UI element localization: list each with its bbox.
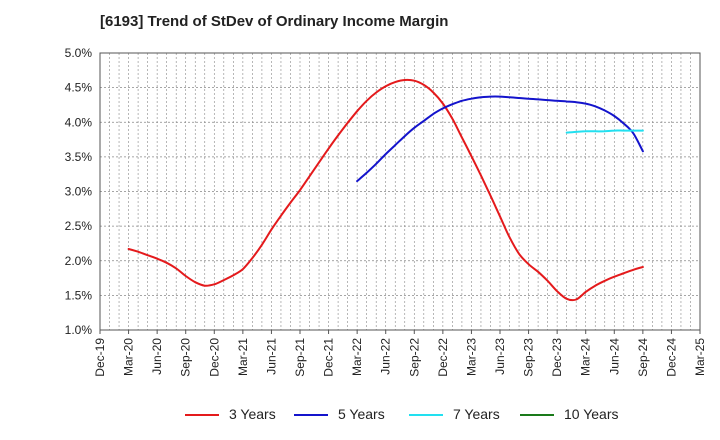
series-line-7-years <box>565 129 644 134</box>
y-tick-label: 1.5% <box>65 288 93 302</box>
x-tick-label: Jun-23 <box>493 338 507 375</box>
x-tick-label: Mar-25 <box>693 338 707 376</box>
y-tick-label: 3.0% <box>65 185 93 199</box>
axes <box>99 52 701 331</box>
x-tick-label: Mar-23 <box>464 338 478 376</box>
x-tick-label: Dec-20 <box>207 338 221 377</box>
y-tick-label: 4.5% <box>65 81 93 95</box>
y-axis-ticks: 1.0% 1.5% 2.0% 2.5% 3.0% 3.5% 4.0% 4.5% 5.0% <box>65 46 93 337</box>
y-tick-label: 4.0% <box>65 115 93 129</box>
x-tick-label: Dec-22 <box>436 338 450 377</box>
x-tick-label: Mar-21 <box>236 338 250 376</box>
legend-label-3-years: 3 Years <box>229 406 276 422</box>
legend-swatch-3-years <box>185 414 219 416</box>
x-tick-label: Sep-23 <box>522 338 536 377</box>
legend-swatch-7-years <box>409 414 443 416</box>
x-tick-label: Mar-20 <box>122 338 136 376</box>
legend-swatch-5-years <box>294 414 328 416</box>
grid-lines <box>99 52 701 331</box>
x-tick-label: Mar-22 <box>350 338 364 376</box>
series-lines <box>127 78 644 302</box>
legend-label-7-years: 7 Years <box>453 406 500 422</box>
chart-legend: 3 Years 5 Years 7 Years 10 Years <box>0 400 720 430</box>
y-tick-label: 5.0% <box>65 46 93 60</box>
line-chart: 1.0% 1.5% 2.0% 2.5% 3.0% 3.5% 4.0% 4.5% 5.0% Dec… <box>65 46 707 377</box>
legend-swatch-10-years <box>520 414 554 416</box>
x-tick-label: Dec-24 <box>664 338 678 377</box>
series-line-3-years <box>127 78 644 302</box>
legend-label-5-years: 5 Years <box>338 406 385 422</box>
x-tick-label: Sep-21 <box>293 338 307 377</box>
x-tick-label: Dec-21 <box>322 338 336 377</box>
x-tick-label: Sep-24 <box>636 338 650 377</box>
y-tick-label: 2.0% <box>65 254 93 268</box>
x-tick-label: Dec-23 <box>550 338 564 377</box>
y-tick-label: 2.5% <box>65 219 93 233</box>
x-tick-label: Mar-24 <box>579 338 593 376</box>
chart-title: [6193] Trend of StDev of Ordinary Income… <box>100 13 449 30</box>
x-tick-label: Jun-20 <box>150 338 164 375</box>
x-tick-label: Jun-22 <box>379 338 393 375</box>
y-tick-label: 1.0% <box>65 323 93 337</box>
x-tick-label: Jun-21 <box>264 338 278 375</box>
x-tick-label: Jun-24 <box>607 338 621 375</box>
legend-label-10-years: 10 Years <box>564 406 619 422</box>
x-tick-label: Sep-22 <box>407 338 421 377</box>
plot-frame <box>99 52 701 331</box>
x-axis-ticks: Dec-19 Mar-20 Jun-20 Sep-20 Dec-20 Mar-21 Jun-… <box>93 330 707 377</box>
series-line-5-years <box>356 95 644 183</box>
y-tick-label: 3.5% <box>65 150 93 164</box>
x-tick-label: Dec-19 <box>93 338 107 377</box>
x-tick-label: Sep-20 <box>179 338 193 377</box>
